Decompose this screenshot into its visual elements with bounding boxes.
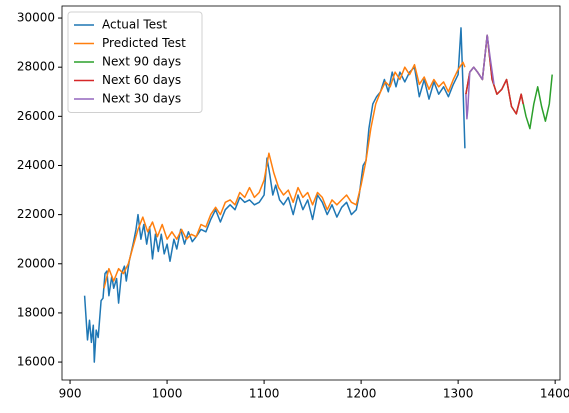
y-tick-label: 24000 bbox=[17, 158, 55, 172]
series-line bbox=[465, 34, 495, 120]
x-tick-label: 1000 bbox=[152, 387, 183, 401]
y-tick-label: 26000 bbox=[17, 109, 55, 123]
x-tick-label: 1100 bbox=[249, 387, 280, 401]
x-tick-label: 1200 bbox=[346, 387, 377, 401]
legend-box bbox=[67, 11, 203, 113]
y-tick-label: 16000 bbox=[17, 355, 55, 369]
y-tick-label: 22000 bbox=[17, 207, 55, 221]
plot-frame bbox=[61, 5, 561, 381]
series-line bbox=[103, 61, 466, 289]
legend-label: Next 60 days bbox=[102, 73, 181, 87]
y-tick-label: 30000 bbox=[17, 11, 55, 25]
x-tick-label: 900 bbox=[59, 387, 82, 401]
legend-label: Actual Test bbox=[102, 18, 167, 32]
y-tick-label: 20000 bbox=[17, 256, 55, 270]
legend-label: Predicted Test bbox=[102, 36, 186, 50]
y-tick-label: 18000 bbox=[17, 305, 55, 319]
x-tick-label: 1400 bbox=[540, 387, 569, 401]
legend-label: Next 90 days bbox=[102, 55, 181, 69]
legend-label: Next 30 days bbox=[102, 92, 181, 106]
x-tick-label: 1300 bbox=[443, 387, 474, 401]
y-tick-label: 28000 bbox=[17, 60, 55, 74]
